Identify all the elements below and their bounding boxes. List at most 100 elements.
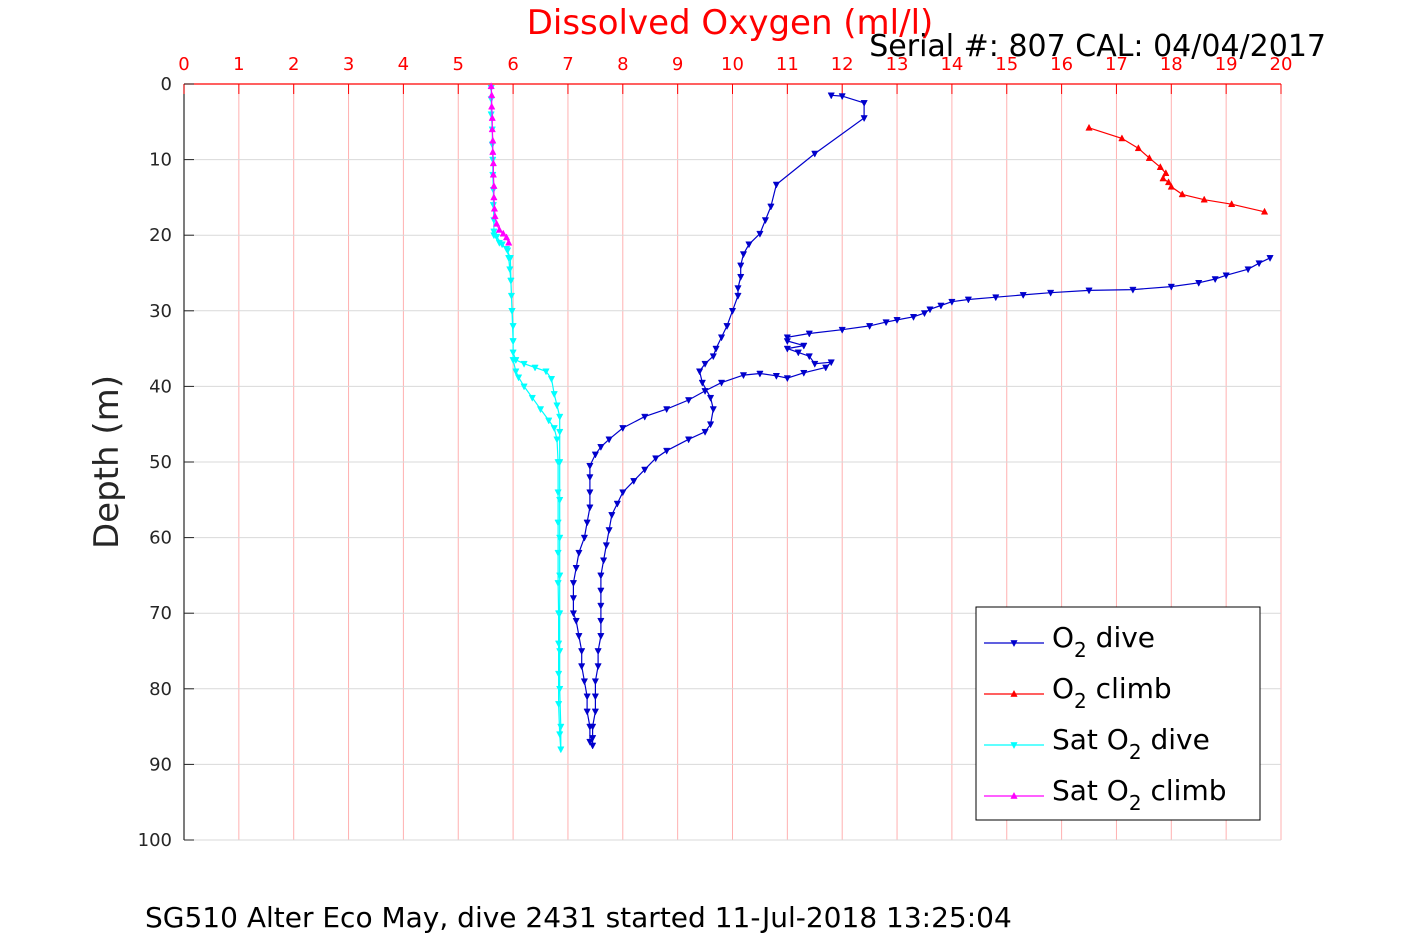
data-point [1085,123,1093,131]
data-point [882,319,890,327]
data-point [506,255,514,262]
data-point [772,373,780,380]
data-point [550,425,558,433]
data-point [509,349,517,357]
y-tick-label: 100 [138,830,172,851]
x-tick-label: 2 [288,54,299,75]
data-point [545,417,553,425]
data-point [920,310,929,318]
data-point [745,241,753,249]
data-point [556,534,564,542]
data-point [597,444,605,451]
serial-cal-label: Serial #: 807 CAL: 04/04/2017 [869,29,1326,64]
data-point [1228,200,1236,208]
data-point [717,334,726,342]
data-point [685,397,693,405]
data-point [605,436,613,444]
y-tick-label: 10 [149,150,172,171]
legend-marker [1010,640,1018,648]
data-point [756,370,764,378]
x-axis-label: Dissolved Oxygen (ml/l) [527,3,934,43]
x-tick-label: 0 [178,54,189,75]
data-point [909,314,918,321]
data-point [489,202,497,210]
data-point [502,233,511,241]
data-point [586,738,594,746]
data-point [499,229,507,237]
data-point [580,678,589,686]
data-point [701,360,709,368]
legend-label: Sat O2 climb [1052,774,1227,815]
data-point [706,394,715,402]
data-point [578,663,586,671]
data-point [805,330,813,338]
y-tick-label: 50 [149,452,172,473]
data-point [555,640,563,648]
data-point [860,100,868,107]
y-tick-label: 90 [149,754,172,775]
data-point [663,447,671,455]
data-point [783,334,791,342]
data-point [555,610,563,618]
x-tick-label: 8 [617,54,628,75]
data-point [893,317,901,324]
data-point [489,136,497,144]
data-point [509,357,517,364]
series-2 [487,84,565,754]
data-point [490,204,499,212]
data-point [827,359,835,367]
data-point [737,262,745,270]
data-point [554,459,562,467]
data-point [589,735,597,742]
legend-entry: Sat O2 dive [984,723,1210,764]
y-tick-label: 20 [149,225,172,246]
data-point [554,489,562,497]
data-point [493,219,501,227]
data-point [619,425,627,433]
data-point [1255,260,1263,268]
data-point [827,92,835,100]
data-point [586,504,594,512]
data-point [488,102,496,110]
data-point [1222,272,1230,280]
data-point [1167,283,1175,291]
x-tick-label: 1 [233,54,244,75]
data-point [586,723,594,731]
data-point [583,693,591,701]
data-point [495,239,504,247]
data-point [489,170,497,178]
axes [183,83,1282,841]
data-point [709,406,717,414]
data-point [800,369,808,377]
x-tick-label: 20 [1270,54,1293,75]
data-point [557,723,565,731]
x-tick-label: 9 [672,54,683,75]
data-point [597,572,605,580]
data-point [739,251,748,259]
data-point [514,374,523,382]
data-point [502,245,511,253]
data-point [1159,174,1167,182]
data-point [556,731,564,739]
data-point [556,496,564,504]
x-tick-label: 7 [562,54,573,75]
data-point [728,307,737,315]
data-point [591,451,599,459]
data-point [542,368,550,376]
data-point [783,345,791,353]
x-tick-label: 10 [721,54,744,75]
data-point [1195,280,1203,287]
data-point [536,406,545,414]
data-point [572,617,580,625]
data-point [488,91,496,99]
x-tick-label: 16 [1050,54,1073,75]
y-tick-label: 80 [149,679,172,700]
x-tick-label: 12 [831,54,854,75]
data-point [591,678,599,686]
data-point [1164,178,1173,186]
data-point [491,212,499,220]
data-point [937,302,945,310]
data-point [597,587,605,595]
data-point [575,549,583,557]
